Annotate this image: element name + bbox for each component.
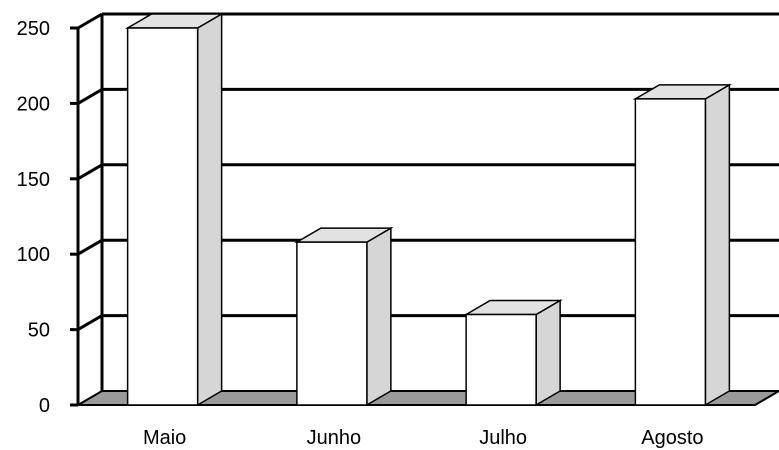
x-tick-label: Agosto xyxy=(641,427,703,449)
x-tick-label: Maio xyxy=(143,427,186,449)
bars xyxy=(124,12,733,407)
x-tick-labels: Maio Junho Julho Agosto xyxy=(143,427,704,449)
bar-side xyxy=(366,226,392,407)
x-tick-label: Julho xyxy=(479,427,527,449)
bar-junho xyxy=(294,226,394,407)
gridline-diagonal xyxy=(77,314,103,331)
y-axis xyxy=(70,14,104,407)
bar-agosto xyxy=(632,83,733,407)
bar-front xyxy=(465,313,537,406)
y-tick-label: 100 xyxy=(17,244,50,266)
bar-side xyxy=(535,299,561,407)
gridline-diagonal xyxy=(77,88,103,105)
y-tick-label: 150 xyxy=(17,169,50,191)
bar-maio xyxy=(124,12,225,407)
y-tick-labels: 0 50 100 150 200 250 xyxy=(17,18,50,417)
bar-front xyxy=(126,27,199,406)
bar-side xyxy=(704,83,731,407)
x-tick-label: Junho xyxy=(307,427,362,449)
bar-front xyxy=(634,98,707,406)
gridline-diagonal xyxy=(77,238,103,256)
gridline-diagonal xyxy=(77,163,103,181)
y-tick-label: 0 xyxy=(39,395,50,417)
y-tick-label: 50 xyxy=(28,320,50,342)
y-tick-label: 250 xyxy=(17,18,50,40)
bar-side xyxy=(196,12,223,407)
bar-front xyxy=(296,241,368,406)
bar-julho xyxy=(463,299,563,407)
gridline-diagonal xyxy=(77,12,103,30)
y-tick-label: 200 xyxy=(17,93,50,115)
